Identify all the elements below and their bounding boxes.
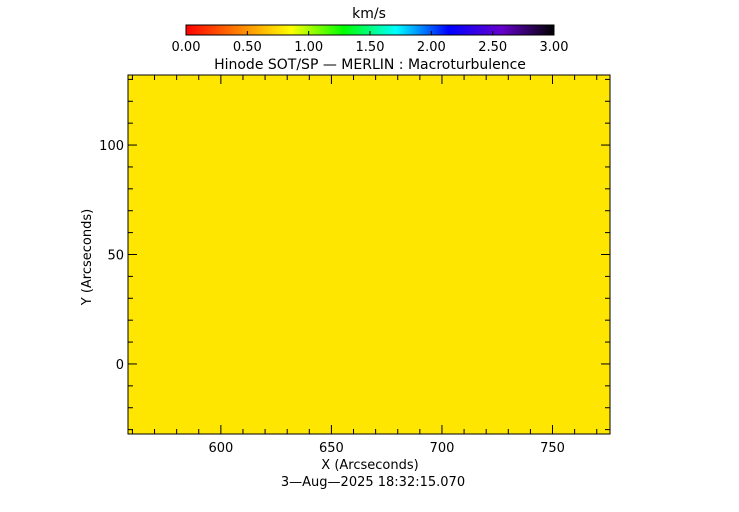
- colorbar-tick-label: 0.00: [172, 40, 201, 55]
- colorbar-tick-label: 2.50: [478, 40, 507, 55]
- x-tick-label: 750: [540, 441, 565, 456]
- axis-ticks: 600 650 700 750 0 50 100: [99, 75, 610, 456]
- colorbar-tick-label: 1.00: [294, 40, 323, 55]
- colorbar-tick-label: 1.50: [356, 40, 385, 55]
- timestamp: 3—Aug—2025 18:32:15.070: [281, 475, 465, 490]
- y-axis-label: Y (Arcseconds): [80, 209, 95, 306]
- macroturbulence-map: [128, 75, 610, 434]
- colorbar-tick-label: 3.00: [540, 40, 569, 55]
- colorbar-label: km/s: [352, 6, 386, 22]
- x-tick-label: 600: [208, 441, 233, 456]
- y-tick-label: 50: [107, 249, 124, 264]
- x-tick-label: 650: [319, 441, 344, 456]
- y-tick-label: 100: [99, 139, 124, 154]
- x-tick-label: 700: [430, 441, 455, 456]
- x-axis-label: X (Arcseconds): [321, 458, 418, 473]
- colorbar-ticks: 0.00 0.50 1.00 1.50 2.00 2.50 3.00: [172, 31, 569, 55]
- colorbar-tick-label: 2.00: [417, 40, 446, 55]
- y-tick-label: 0: [116, 358, 124, 373]
- colorbar-tick-label: 0.50: [233, 40, 262, 55]
- chart-title: Hinode SOT/SP — MERLIN : Macroturbulence: [214, 57, 526, 73]
